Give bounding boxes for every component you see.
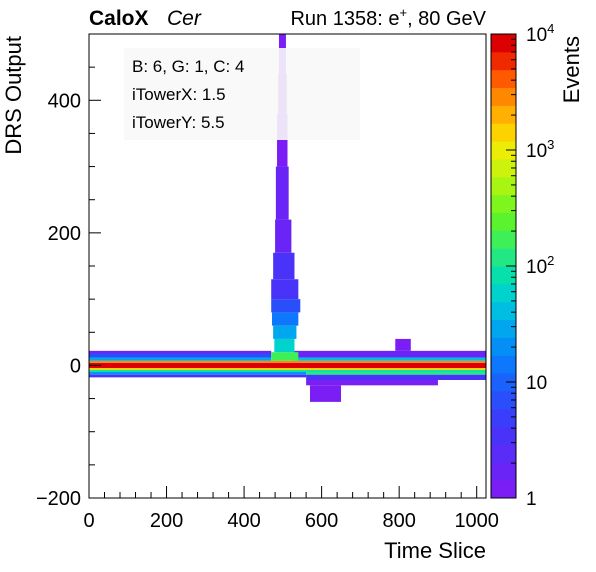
heatmap-bin [306, 372, 486, 375]
x-tick-label: 0 [83, 510, 94, 532]
color-scale-swatch [491, 194, 516, 213]
color-scale-swatch [491, 212, 516, 231]
color-scale-swatch [491, 390, 516, 410]
x-tick-label: 400 [227, 510, 260, 532]
x-axis-title: Time Slice [384, 538, 486, 563]
heatmap-bin [89, 360, 486, 363]
heatmap-bin [89, 350, 272, 354]
color-scale-swatch [491, 319, 516, 338]
heatmap-bin [89, 362, 486, 369]
heatmap-bin [89, 353, 272, 358]
y-tick-label: −200 [36, 488, 81, 510]
experiment-label: CaloX [89, 7, 149, 30]
y-tick-label: 200 [48, 223, 81, 245]
color-scale-swatch [491, 480, 516, 499]
x-tick-label: 800 [382, 510, 415, 532]
run-info-sup: + [399, 5, 407, 20]
heatmap-bin [271, 299, 301, 313]
z-axis-title: Events [559, 36, 584, 103]
color-scale-swatch [491, 266, 516, 285]
info-line-board: B: 6, G: 1, C: 4 [132, 57, 244, 76]
heatmap-bin [273, 252, 295, 280]
x-tick-label: 200 [150, 510, 183, 532]
color-scale-swatch [491, 51, 516, 71]
x-tick-label: 600 [305, 510, 338, 532]
color-scale-swatch [491, 69, 516, 89]
heatmap-bin [271, 352, 299, 361]
color-scale-swatch [491, 230, 516, 249]
heatmap-bin [294, 357, 486, 361]
y-axis-title: DRS Output [1, 36, 26, 155]
color-scale-swatch [491, 355, 516, 374]
run-info-suffix: , 80 GeV [407, 8, 487, 30]
heatmap-bin [89, 370, 486, 373]
z-tick-label: 102 [526, 253, 554, 278]
color-scale-swatch [491, 123, 516, 142]
z-tick-label: 1 [526, 489, 537, 510]
color-scale-swatch [491, 141, 516, 160]
color-scale-axis: 1 10 102 103 104 [506, 21, 554, 510]
color-scale-swatch [491, 176, 516, 196]
heatmap-bin [89, 372, 307, 375]
info-line-towery: iTowerY: 5.5 [132, 113, 225, 132]
info-box [124, 48, 360, 140]
color-scale-swatch [491, 248, 516, 267]
color-scale-swatch [491, 408, 516, 428]
heatmap-bin [395, 338, 411, 351]
color-scale-swatch [491, 462, 516, 481]
color-scale-swatch [491, 301, 516, 321]
heatmap-bin [89, 374, 307, 378]
heatmap-bin [277, 113, 288, 167]
color-scale-swatch [491, 105, 516, 124]
color-scale-swatch [491, 87, 516, 106]
heatmap-bin [294, 350, 486, 358]
z-tick-label: 104 [526, 21, 554, 46]
heatmap-bin [275, 219, 292, 253]
color-scale-swatch [491, 283, 516, 303]
heatmap-bin [275, 166, 289, 220]
heatmap-bin [271, 312, 299, 326]
channel-label: Cer [167, 7, 202, 30]
y-tick-label: 400 [48, 90, 81, 112]
color-scale-swatch [491, 337, 516, 356]
heatmap-bin [271, 279, 299, 300]
color-scale-swatch [491, 444, 516, 463]
run-info-prefix: Run 1358: e [290, 8, 399, 30]
color-scale-swatch [491, 158, 516, 178]
heatmap-bin [309, 385, 342, 402]
heatmap-bin [89, 357, 272, 361]
z-tick-label: 103 [526, 137, 554, 162]
heatmap-bin [306, 380, 438, 386]
run-info-label: Run 1358: e+, 80 GeV [290, 5, 486, 30]
heatmap-bin [273, 325, 297, 339]
color-scale-swatch [491, 426, 516, 445]
color-scale-swatch [491, 34, 516, 53]
color-scale-swatch [491, 373, 516, 392]
color-scale-bar [491, 34, 516, 499]
info-line-towerx: iTowerX: 1.5 [132, 85, 226, 104]
heatmap-bins [89, 34, 486, 402]
heatmap-bin [306, 374, 486, 381]
heatmap-bin [274, 338, 295, 353]
y-tick-label: 0 [70, 355, 81, 377]
z-tick-label: 10 [526, 373, 547, 394]
x-tick-label: 1000 [454, 510, 499, 532]
heatmap-bin [89, 368, 486, 371]
